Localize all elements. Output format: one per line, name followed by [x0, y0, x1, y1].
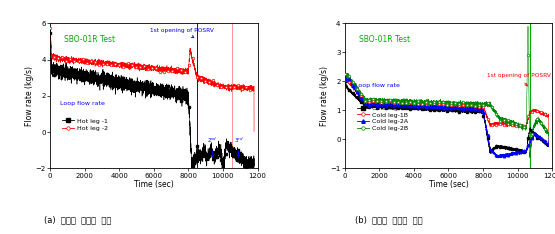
Text: 2$^{nd}$: 2$^{nd}$	[208, 136, 218, 157]
Text: 1st opening of POSRV: 1st opening of POSRV	[150, 28, 214, 38]
Text: (b)  저온관  유량의  변화: (b) 저온관 유량의 변화	[355, 215, 422, 224]
Legend: Cold leg-1A, Cold leg-1B, Cold leg-2A, Cold leg-2B: Cold leg-1A, Cold leg-1B, Cold leg-2A, C…	[354, 103, 411, 133]
Legend: Hot leg -1, Hot leg -2: Hot leg -1, Hot leg -2	[59, 116, 111, 133]
Text: (a)  고온관  유량의  변화: (a) 고온관 유량의 변화	[44, 215, 112, 224]
Text: SBO-01R Test: SBO-01R Test	[64, 35, 115, 44]
X-axis label: Time (sec): Time (sec)	[134, 180, 174, 189]
X-axis label: Time (sec): Time (sec)	[428, 180, 468, 189]
Text: 3$^{rd}$: 3$^{rd}$	[234, 136, 243, 157]
Y-axis label: Flow rate (kg/s): Flow rate (kg/s)	[25, 66, 34, 126]
Text: Loop flow rate: Loop flow rate	[60, 101, 105, 106]
Y-axis label: Flow rate (kg/s): Flow rate (kg/s)	[320, 66, 329, 126]
Text: SBO-01R Test: SBO-01R Test	[359, 35, 410, 44]
Text: 1st opening of POSRV: 1st opening of POSRV	[487, 73, 551, 86]
Text: Loop flow rate: Loop flow rate	[355, 83, 400, 88]
